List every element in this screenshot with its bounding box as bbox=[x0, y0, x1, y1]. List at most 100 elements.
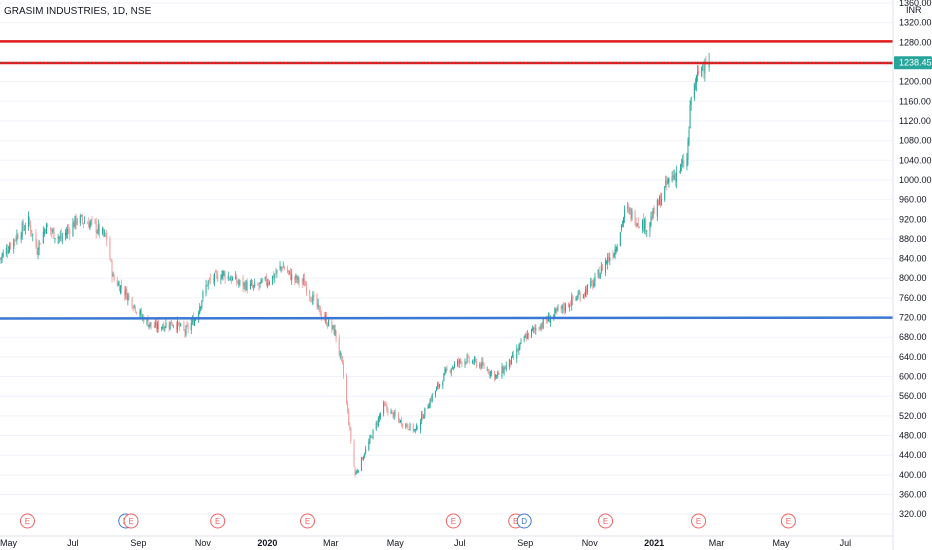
candle bbox=[538, 326, 540, 332]
candle bbox=[31, 229, 33, 238]
candle bbox=[384, 400, 386, 407]
candle bbox=[200, 305, 202, 312]
candle bbox=[489, 370, 491, 379]
earnings-event-marker[interactable]: E bbox=[210, 513, 226, 529]
candle bbox=[497, 370, 499, 379]
candle bbox=[202, 289, 204, 302]
candle bbox=[175, 321, 177, 333]
candle bbox=[73, 220, 75, 228]
earnings-event-marker[interactable]: E bbox=[691, 513, 707, 529]
candle bbox=[260, 278, 262, 284]
price-tick-label: 560.00 bbox=[899, 391, 927, 401]
candle bbox=[658, 195, 660, 206]
candle bbox=[339, 350, 341, 360]
support-trend-line[interactable] bbox=[0, 316, 894, 320]
price-tick-label: 800.00 bbox=[899, 273, 927, 283]
candle bbox=[526, 330, 528, 340]
candle bbox=[68, 223, 70, 235]
candle bbox=[483, 362, 485, 370]
candle bbox=[112, 271, 114, 277]
candle bbox=[311, 296, 313, 303]
candle bbox=[520, 338, 522, 345]
earnings-event-marker[interactable]: E bbox=[19, 513, 35, 529]
candle bbox=[334, 324, 336, 336]
candle bbox=[698, 65, 700, 76]
candle bbox=[222, 269, 224, 281]
earnings-event-marker[interactable]: E bbox=[598, 513, 614, 529]
earnings-event-marker[interactable]: E bbox=[780, 513, 796, 529]
candle bbox=[45, 222, 47, 234]
time-tick-label: 2021 bbox=[644, 538, 664, 548]
candle bbox=[43, 227, 45, 237]
candle bbox=[65, 229, 67, 241]
currency-label: INR bbox=[906, 5, 922, 15]
candle bbox=[398, 418, 400, 424]
candle bbox=[216, 269, 218, 280]
candle bbox=[61, 232, 63, 245]
candle bbox=[257, 281, 259, 286]
candle bbox=[217, 270, 219, 282]
earnings-event-marker[interactable]: E bbox=[445, 513, 461, 529]
candle bbox=[597, 268, 599, 278]
candle bbox=[347, 400, 349, 414]
candle bbox=[435, 386, 437, 392]
candle bbox=[164, 326, 166, 332]
candle bbox=[22, 218, 24, 232]
candle bbox=[199, 303, 201, 315]
candle bbox=[57, 233, 59, 245]
candle bbox=[184, 329, 186, 338]
candle bbox=[102, 226, 104, 236]
earnings-event-marker[interactable]: E bbox=[123, 513, 139, 529]
drawn-lines[interactable] bbox=[0, 40, 894, 320]
candle bbox=[354, 466, 356, 478]
candle bbox=[686, 152, 688, 171]
candle bbox=[179, 320, 181, 332]
price-tick-label: 1200.00 bbox=[899, 77, 932, 87]
price-tick-label: 1360.00 bbox=[899, 0, 932, 8]
candle bbox=[496, 374, 498, 380]
candle bbox=[242, 274, 244, 293]
candle bbox=[532, 325, 534, 332]
price-tick-label: 760.00 bbox=[899, 293, 927, 303]
time-tick-label: Nov bbox=[582, 538, 599, 548]
candle bbox=[431, 393, 433, 403]
candle bbox=[2, 249, 4, 258]
candle bbox=[110, 258, 112, 263]
candle bbox=[468, 356, 470, 365]
candle bbox=[349, 422, 351, 432]
candle bbox=[383, 400, 385, 417]
candle bbox=[533, 326, 535, 334]
candle bbox=[645, 216, 647, 236]
candle bbox=[94, 218, 96, 224]
candle bbox=[60, 228, 62, 243]
price-tick-label: 1000.00 bbox=[899, 175, 932, 185]
candle bbox=[282, 261, 284, 268]
events-row[interactable]: EDEEEEEDEEE bbox=[19, 513, 796, 529]
candle bbox=[186, 320, 188, 328]
candle bbox=[467, 354, 469, 359]
candle bbox=[502, 365, 504, 374]
candle bbox=[402, 423, 404, 429]
candle bbox=[286, 265, 288, 274]
candle bbox=[592, 280, 594, 290]
candle bbox=[52, 227, 54, 234]
candle bbox=[512, 351, 514, 358]
candle bbox=[198, 310, 200, 323]
candle bbox=[236, 274, 238, 287]
candle bbox=[510, 356, 512, 365]
time-tick-label: Mar bbox=[709, 538, 725, 548]
candle bbox=[231, 276, 233, 281]
earnings-event-marker[interactable]: E bbox=[300, 513, 316, 529]
candle bbox=[328, 318, 330, 327]
time-axis[interactable]: May Jul Sep Nov 2020 Mar May Jul Sep Nov 2021 Mar Ma… bbox=[0, 535, 893, 548]
candle bbox=[51, 227, 53, 239]
candle bbox=[476, 358, 478, 369]
candle bbox=[81, 214, 83, 225]
dividend-event-marker[interactable]: D bbox=[516, 513, 532, 529]
event-letter: D bbox=[521, 517, 527, 526]
candle bbox=[98, 223, 100, 239]
candle bbox=[185, 324, 187, 337]
price-axis[interactable]: 1360.001320.001280.001240.001200.001160.… bbox=[892, 0, 932, 550]
